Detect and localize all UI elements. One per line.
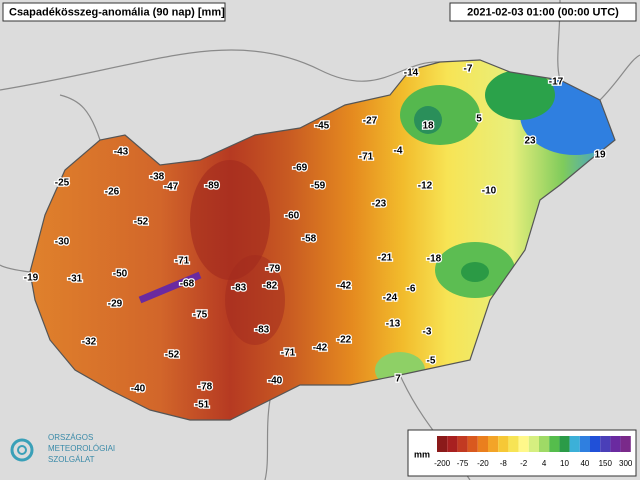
legend-label: -2 [520,459,528,468]
legend-swatch [559,436,570,452]
station-value: -29 [108,299,123,310]
legend-swatch [600,436,611,452]
station-value: -22 [337,335,352,346]
station-value: -26 [105,187,120,198]
legend-label: 40 [580,459,589,468]
station-value: -69 [293,163,308,174]
station-value: -75 [193,310,208,321]
station-value: -23 [372,199,387,210]
legend-swatch [590,436,601,452]
station-value: 23 [524,136,536,147]
station-value: -59 [311,181,326,192]
legend-swatch [498,436,509,452]
legend-swatch [518,436,529,452]
station-value: -78 [198,382,213,393]
station-value: -52 [134,217,149,228]
station-value: -47 [164,182,179,193]
logo-text: ORSZÁGOS [48,433,93,442]
legend-swatch [437,436,448,452]
timestamp-box [449,2,637,22]
legend-label: 150 [599,459,613,468]
station-value: -27 [363,116,378,127]
legend-swatch [488,436,499,452]
station-value: -10 [482,186,497,197]
station-value: -5 [427,356,436,367]
legend-label: -75 [457,459,469,468]
station-value: -50 [113,269,128,280]
station-value: -19 [24,273,39,284]
station-value: 18 [422,121,434,132]
station-value: -30 [55,237,70,248]
legend-label: -200 [434,459,451,468]
station-value: -14 [404,68,419,79]
station-value: -52 [165,350,180,361]
legend-label: -20 [477,459,489,468]
station-value: -25 [55,178,70,189]
legend-label: -8 [500,459,508,468]
station-value: -4 [394,146,403,157]
station-value: -51 [195,400,210,411]
legend-swatch [528,436,539,452]
station-value: -24 [383,293,398,304]
station-value: -17 [549,77,564,88]
station-value: -89 [205,181,220,192]
legend-swatch [569,436,580,452]
legend-swatch [457,436,468,452]
legend-label: 10 [560,459,569,468]
station-value: -60 [285,211,300,222]
station-value: -83 [232,283,247,294]
station-value: -18 [427,254,442,265]
station-value: -6 [407,284,416,295]
legend-swatch [539,436,550,452]
station-value: -21 [378,253,393,264]
station-labels: -14 -7 -17 18 5 -27 -45 23 19 -43 -4 -71 -38-47 -89 -6… [23,62,608,412]
station-value: -58 [302,234,317,245]
logo-text: SZOLGÁLAT [48,455,95,464]
station-value: -71 [281,348,296,359]
station-value: 5 [476,114,482,125]
station-value: -40 [268,376,283,387]
legend-swatch [610,436,621,452]
legend-swatch [467,436,478,452]
legend-swatch [549,436,560,452]
station-value: -32 [82,337,97,348]
station-value: -42 [313,343,328,354]
station-value: -12 [418,181,433,192]
legend-swatch [477,436,488,452]
station-value: -45 [315,121,330,132]
station-value: -71 [359,152,374,163]
legend-label: 4 [542,459,547,468]
logo: ORSZÁGOS METEOROLÓGIAI SZOLGÁLAT [10,433,115,464]
station-value: 7 [395,374,401,385]
station-value: -71 [175,256,190,267]
station-value: -13 [386,319,401,330]
station-value: -43 [114,147,129,158]
logo-text: METEOROLÓGIAI [48,444,115,453]
title: Csapadékösszeg-anomália (90 nap) [mm] [9,6,225,18]
legend-unit: mm [414,449,430,459]
station-value: -7 [464,64,473,75]
legend-swatch [579,436,590,452]
station-value: -40 [131,384,146,395]
legend-swatch [508,436,519,452]
station-value: -38 [150,172,165,183]
station-value: -3 [423,327,432,338]
station-value: -42 [337,281,352,292]
station-value: -82 [263,281,278,292]
legend-swatch [620,436,631,452]
station-value: -79 [266,264,281,275]
station-value: -83 [255,325,270,336]
station-value: -31 [68,274,83,285]
timestamp: 2021-02-03 01:00 (00:00 UTC) [467,6,619,18]
legend-swatch [447,436,458,452]
legend-label: 300 [619,459,633,468]
station-value: 19 [594,150,606,161]
title-box [2,2,226,22]
station-value: -68 [180,279,195,290]
legend: -200 -75 -20 -8 -2 4 10 40 150 300 [434,436,633,468]
